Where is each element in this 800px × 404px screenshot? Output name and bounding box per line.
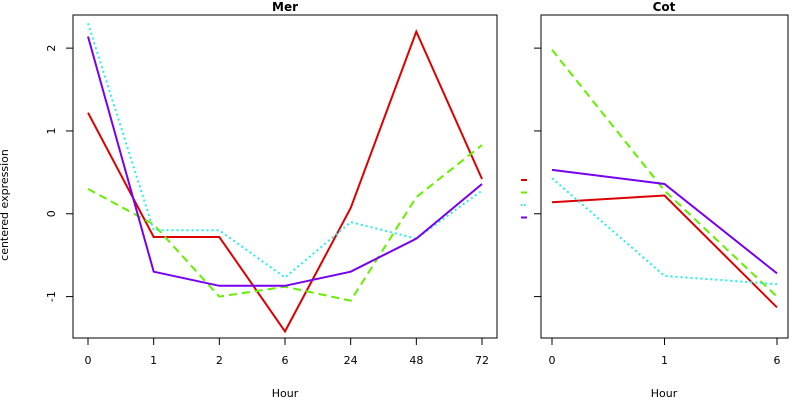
panel-cot: Cot Hour 0 1 6 bbox=[534, 0, 789, 400]
x-tick-label: 6 bbox=[774, 354, 781, 367]
x-tick-label: 2 bbox=[216, 354, 223, 367]
y-tick-label: 1 bbox=[45, 127, 58, 134]
x-tick-label: 72 bbox=[475, 354, 489, 367]
series-line-1 bbox=[87, 28, 483, 334]
x-tick-label: 24 bbox=[344, 354, 358, 367]
panel-cot-title: Cot bbox=[653, 0, 676, 14]
series-line-3 bbox=[87, 22, 483, 279]
x-tick-label: 1 bbox=[150, 354, 157, 367]
series-line-4 bbox=[551, 168, 778, 275]
panel-cot-frame bbox=[540, 14, 789, 339]
x-tick-label: 0 bbox=[85, 354, 92, 367]
series-line-1 bbox=[551, 194, 778, 309]
panel-mer-x-label: Hour bbox=[272, 387, 299, 400]
legend-marks bbox=[521, 179, 527, 219]
panel-mer: Mer Hour 0 1 2 6 24 48 72 -1 0 1 2 bbox=[45, 0, 498, 400]
y-tick-label: 0 bbox=[45, 210, 58, 217]
x-tick-label: 1 bbox=[661, 354, 668, 367]
y-tick-label: 2 bbox=[45, 45, 58, 52]
x-tick-label: 6 bbox=[282, 354, 289, 367]
x-tick-label: 48 bbox=[409, 354, 423, 367]
panel-cot-x-label: Hour bbox=[651, 387, 678, 400]
panel-mer-title: Mer bbox=[272, 0, 298, 14]
y-tick-label: -1 bbox=[45, 291, 58, 302]
y-axis-label: centered expression bbox=[0, 149, 11, 261]
series-line-3 bbox=[551, 177, 778, 286]
series-line-4 bbox=[87, 36, 483, 287]
x-tick-label: 0 bbox=[549, 354, 556, 367]
